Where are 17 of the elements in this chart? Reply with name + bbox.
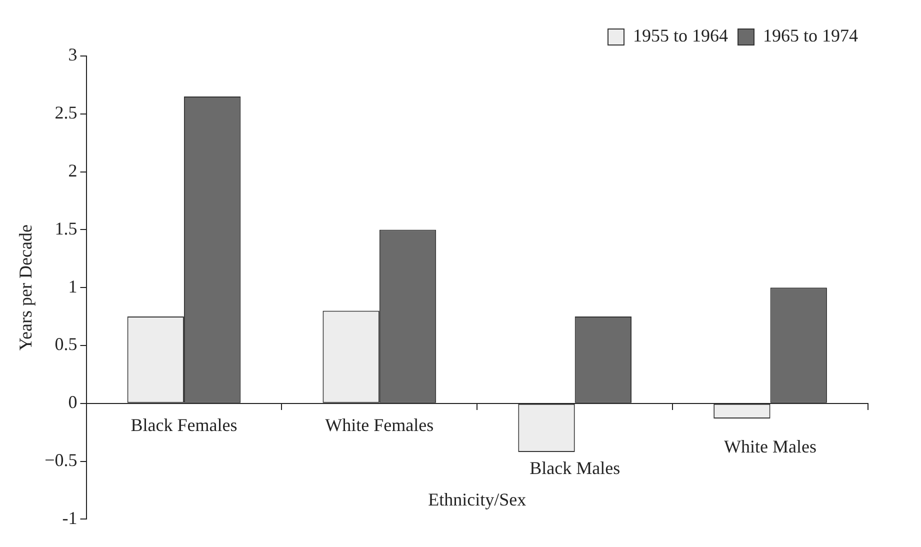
y-tick-label: 2.5 [54,102,78,123]
x-tick-label: White Females [325,414,434,435]
y-tick-label: -1 [62,508,78,528]
y-tick-label: 0 [68,392,78,412]
x-tick-label: White Males [724,436,817,457]
y-tick-label: 2 [68,160,78,181]
y-tick-label: 1 [68,276,78,296]
y-axis-title: Years per Decade [16,224,36,351]
x-tick-label: Black Males [530,458,620,478]
y-tick-label: 0.5 [54,334,78,354]
legend-label: 1955 to 1964 [633,26,728,46]
y-tick-label: −0.5 [44,450,78,470]
legend-label: 1965 to 1974 [763,26,858,46]
y-tick-label: 3 [68,44,78,65]
x-axis-title: Ethnicity/Sex [428,490,526,510]
x-tick-label: Black Females [130,414,238,435]
y-tick-label: 1.5 [54,218,78,238]
